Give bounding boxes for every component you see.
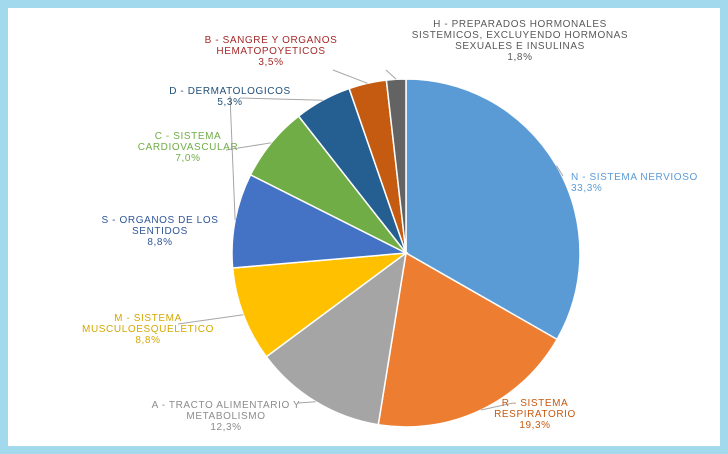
slice-category-label: RESPIRATORIO [494, 409, 576, 420]
leader-line [556, 165, 564, 177]
slice-category-label: N - SISTEMA NERVIOSO [571, 172, 698, 183]
leader-line [297, 401, 316, 404]
slice-value-label: 1,8% [507, 52, 532, 63]
slice-value-label: 5,3% [217, 97, 242, 108]
leader-line [225, 142, 272, 151]
slice-category-label: CARDIOVASCULAR [138, 142, 238, 153]
pie-slice [231, 252, 409, 358]
slice-value-label: 7,0% [175, 153, 200, 164]
slice-category-label: METABOLISMO [186, 411, 265, 422]
slice-category-label: D - DERMATOLOGICOS [169, 86, 291, 97]
slice-category-label: SISTEMICOS, EXCLUYENDO HORMONAS [412, 30, 628, 41]
slice-category-label: H - PREPARADOS HORMONALES [433, 19, 607, 30]
slice-value-label: 12,3% [210, 422, 241, 433]
leader-line [385, 69, 397, 80]
slice-category-label: HEMATOPOYETICOS [216, 46, 325, 57]
slice-category-label: SEXUALES E INSULINAS [455, 41, 585, 52]
pie-slice [377, 251, 559, 428]
slice-value-label: 19,3% [519, 420, 550, 431]
slice-category-label: M - SISTEMA [114, 313, 182, 324]
slice-category-label: B - SANGRE Y ORGANOS [205, 35, 338, 46]
slice-value-label: 8,8% [135, 335, 160, 346]
leader-line [239, 97, 323, 101]
pie-slice [385, 78, 407, 254]
slice-value-label: 3,5% [258, 57, 283, 68]
slice-category-label: C - SISTEMA [155, 131, 222, 142]
leader-line [332, 69, 368, 84]
slice-value-label: 8,8% [147, 237, 172, 248]
leader-line [480, 402, 514, 411]
slice-value-label: 33,3% [571, 183, 602, 194]
slice-category-label: MUSCULOESQUELETICO [82, 324, 214, 335]
slice-category-label: SENTIDOS [132, 226, 188, 237]
leader-line [229, 95, 236, 221]
chart-frame: N - SISTEMA NERVIOSO 33,3% R - SISTEMA RESP… [8, 8, 720, 446]
slice-category-label: A - TRACTO ALIMENTARIO Y [152, 400, 301, 411]
leader-line [177, 314, 244, 325]
slice-category-label: R - SISTEMA [502, 398, 569, 409]
pie-slice [231, 173, 409, 269]
slice-category-label: S - ORGANOS DE LOS [102, 215, 219, 226]
pie-slice [265, 251, 408, 426]
